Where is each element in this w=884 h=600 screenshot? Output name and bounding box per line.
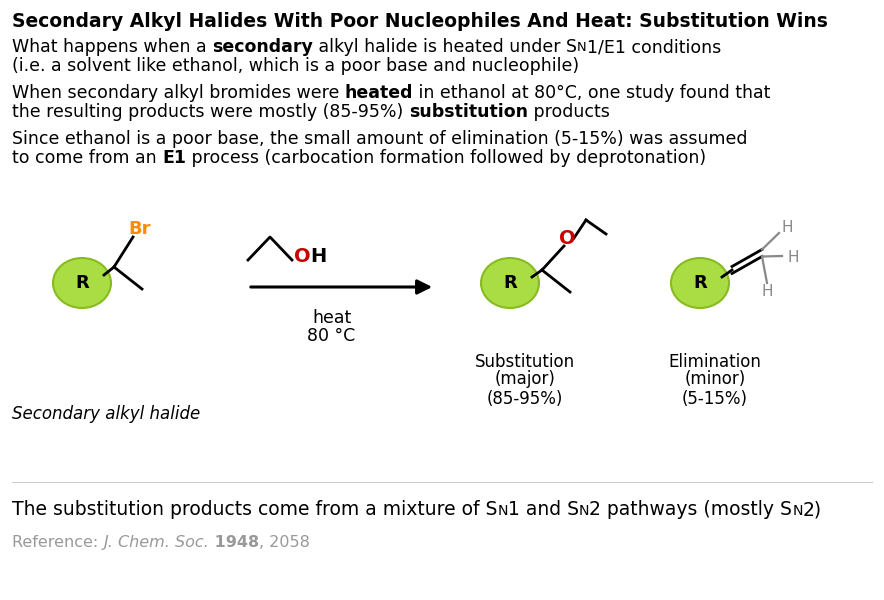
Ellipse shape bbox=[53, 258, 111, 308]
Ellipse shape bbox=[481, 258, 539, 308]
Text: N: N bbox=[498, 503, 508, 518]
Text: Secondary Alkyl Halides With Poor Nucleophiles And Heat: Substitution Wins: Secondary Alkyl Halides With Poor Nucleo… bbox=[12, 12, 828, 31]
Text: E1: E1 bbox=[162, 149, 187, 167]
Text: Secondary alkyl halide: Secondary alkyl halide bbox=[12, 405, 201, 423]
Text: Br: Br bbox=[129, 220, 151, 238]
Text: the resulting products were mostly (85-95%): the resulting products were mostly (85-9… bbox=[12, 103, 408, 121]
Text: R: R bbox=[75, 274, 89, 292]
Text: O: O bbox=[294, 247, 310, 265]
Text: H: H bbox=[761, 283, 773, 298]
Text: substitution: substitution bbox=[408, 103, 528, 121]
Text: N: N bbox=[577, 41, 587, 54]
Text: , 2058: , 2058 bbox=[259, 535, 310, 550]
Text: H: H bbox=[788, 251, 799, 265]
Text: secondary: secondary bbox=[212, 38, 313, 56]
Text: Elimination: Elimination bbox=[668, 353, 761, 371]
Text: When secondary alkyl bromides were: When secondary alkyl bromides were bbox=[12, 84, 345, 102]
Text: Since ethanol is a poor base, the small amount of elimination (5-15%) was assume: Since ethanol is a poor base, the small … bbox=[12, 130, 748, 148]
Text: N: N bbox=[792, 503, 803, 518]
Text: to come from an: to come from an bbox=[12, 149, 162, 167]
Text: H: H bbox=[310, 247, 326, 265]
Text: (i.e. a solvent like ethanol, which is a poor base and nucleophile): (i.e. a solvent like ethanol, which is a… bbox=[12, 57, 579, 75]
Text: 80 °C: 80 °C bbox=[308, 327, 355, 345]
Text: products: products bbox=[528, 103, 610, 121]
Text: (85-95%): (85-95%) bbox=[487, 390, 563, 408]
Text: The substitution products come from a mixture of S: The substitution products come from a mi… bbox=[12, 500, 498, 519]
Text: N: N bbox=[579, 503, 590, 518]
Text: (minor): (minor) bbox=[684, 370, 745, 388]
Text: heated: heated bbox=[345, 84, 414, 102]
Text: 2): 2) bbox=[803, 500, 822, 519]
Text: What happens when a: What happens when a bbox=[12, 38, 212, 56]
Text: 2 pathways (mostly S: 2 pathways (mostly S bbox=[590, 500, 792, 519]
Text: R: R bbox=[693, 274, 707, 292]
Text: H: H bbox=[781, 220, 793, 235]
Text: R: R bbox=[503, 274, 517, 292]
Text: (5-15%): (5-15%) bbox=[682, 390, 748, 408]
Text: heat: heat bbox=[312, 309, 351, 327]
Text: alkyl halide is heated under S: alkyl halide is heated under S bbox=[313, 38, 577, 56]
Text: J. Chem. Soc.: J. Chem. Soc. bbox=[103, 535, 210, 550]
Text: Reference:: Reference: bbox=[12, 535, 103, 550]
Text: process (carbocation formation followed by deprotonation): process (carbocation formation followed … bbox=[187, 149, 706, 167]
Text: 1 and S: 1 and S bbox=[508, 500, 579, 519]
Text: (major): (major) bbox=[494, 370, 555, 388]
Text: Substitution: Substitution bbox=[475, 353, 575, 371]
Text: in ethanol at 80°C, one study found that: in ethanol at 80°C, one study found that bbox=[414, 84, 771, 102]
Text: 1948: 1948 bbox=[210, 535, 259, 550]
Ellipse shape bbox=[671, 258, 729, 308]
Text: O: O bbox=[559, 229, 575, 247]
Text: 1/E1 conditions: 1/E1 conditions bbox=[587, 38, 720, 56]
